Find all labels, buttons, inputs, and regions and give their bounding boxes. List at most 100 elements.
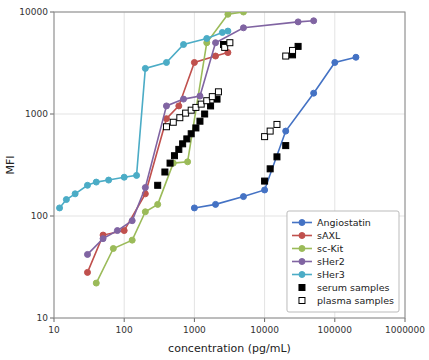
line-point <box>93 280 99 286</box>
line-point <box>283 128 289 134</box>
line-point <box>204 35 210 41</box>
line-point <box>110 246 116 252</box>
legend-swatch-marker <box>299 285 305 291</box>
line-point <box>353 54 359 60</box>
legend-swatch-marker <box>299 220 305 226</box>
plot-frame <box>54 12 405 318</box>
line-point <box>225 12 231 17</box>
line-point <box>121 228 127 234</box>
scatter-point <box>193 125 199 131</box>
series-line <box>60 31 228 208</box>
y-tick <box>50 12 54 13</box>
line-point <box>129 218 135 224</box>
legend-label: sc-Kit <box>317 243 343 254</box>
series-3 <box>84 18 316 258</box>
y-tick-label: 100 <box>31 211 48 221</box>
line-point <box>311 18 317 24</box>
legend-swatch-marker <box>299 298 305 304</box>
grid-line-y <box>54 114 405 115</box>
series-line <box>96 12 243 283</box>
line-point <box>84 251 90 257</box>
y-tick-label: 10 <box>37 313 49 323</box>
scatter-point <box>267 128 273 134</box>
line-point <box>191 205 197 211</box>
scatter-point <box>162 169 168 175</box>
line-point <box>176 103 182 109</box>
legend-label: sAXL <box>317 230 341 241</box>
scatter-point <box>267 166 273 172</box>
scatter-point <box>274 121 280 127</box>
scatter-point <box>283 53 289 59</box>
line-point <box>114 228 120 234</box>
x-tick <box>264 318 265 322</box>
line-point <box>197 93 203 99</box>
scatter-point <box>188 131 194 137</box>
line-point <box>181 96 187 102</box>
x-tick <box>124 318 125 322</box>
legend-label: sHer3 <box>317 269 345 280</box>
scatter-point <box>163 124 169 130</box>
scatter-point <box>171 153 177 159</box>
line-point <box>191 59 197 65</box>
legend-label: Angiostatin <box>317 217 371 228</box>
series-1 <box>84 50 230 276</box>
grid <box>54 12 405 318</box>
line-point <box>142 185 148 191</box>
legend-label: plasma samples <box>317 295 394 306</box>
line-point <box>240 25 246 31</box>
line-point <box>181 42 187 48</box>
line-point <box>332 59 338 65</box>
grid-line-x <box>264 12 265 318</box>
scatter-point <box>197 118 203 124</box>
line-point <box>121 174 127 180</box>
series-4 <box>57 28 231 211</box>
x-tick-label: 100000 <box>318 325 353 335</box>
y-tick <box>50 318 54 319</box>
line-point <box>100 236 106 242</box>
x-tick <box>54 318 55 322</box>
background <box>0 0 429 360</box>
scatter-point <box>227 40 233 46</box>
line-point <box>262 187 268 193</box>
x-tick-label: 10000 <box>250 325 279 335</box>
legend: AngiostatinsAXLsc-KitsHer2sHer3serum sam… <box>287 211 399 312</box>
line-point <box>213 53 219 59</box>
line-point <box>72 191 78 197</box>
x-tick-label: 1000 <box>183 325 206 335</box>
scatter-point <box>215 89 221 95</box>
line-point <box>185 159 191 165</box>
scatter-point <box>290 47 296 53</box>
line-point <box>142 209 148 215</box>
series-line <box>87 21 313 255</box>
series-0 <box>191 54 359 211</box>
line-point <box>225 28 231 34</box>
y-tick <box>50 216 54 217</box>
line-point <box>129 237 135 243</box>
scatter-point <box>155 182 161 188</box>
line-point <box>84 269 90 275</box>
scatter-point <box>202 111 208 117</box>
line-point <box>106 177 112 183</box>
line-point <box>295 19 301 25</box>
line-point <box>63 197 69 203</box>
chart: 1010010001000010000010000001010010001000… <box>0 0 429 360</box>
scatter-point <box>167 160 173 166</box>
x-tick <box>334 318 335 322</box>
scatter-point <box>209 94 215 100</box>
x-tick-label: 1000000 <box>385 325 425 335</box>
scatter-point <box>283 143 289 149</box>
scatter-point <box>262 178 268 184</box>
line-point <box>57 205 63 211</box>
line-point <box>213 40 219 46</box>
y-axis-label: MFI <box>4 155 17 174</box>
legend-label: sHer2 <box>317 256 345 267</box>
legend-box <box>287 211 399 312</box>
line-point <box>155 201 161 207</box>
y-tick-label: 10000 <box>19 7 48 17</box>
plot-area <box>54 12 405 318</box>
series-line <box>194 57 356 208</box>
y-tick <box>50 114 54 115</box>
line-point <box>134 172 140 178</box>
axes: 1010010001000010000010000001010010001000… <box>19 7 425 335</box>
line-point <box>93 179 99 185</box>
